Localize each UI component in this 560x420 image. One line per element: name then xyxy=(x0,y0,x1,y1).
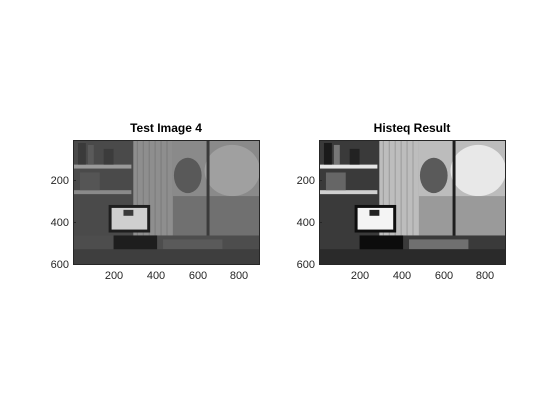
right-ytick: 200 xyxy=(296,175,315,187)
left-panel-title: Test Image 4 xyxy=(130,121,202,135)
left-xtick: 200 xyxy=(104,270,124,282)
left-ytick: 400 xyxy=(50,217,69,229)
right-xtick: 600 xyxy=(434,270,454,282)
left-image-axes[interactable] xyxy=(73,140,260,265)
left-xtick: 600 xyxy=(188,270,208,282)
left-ytick: 600 xyxy=(50,259,69,271)
left-xtick: 800 xyxy=(229,270,249,282)
right-ytick: 400 xyxy=(296,217,315,229)
right-xtick: 400 xyxy=(392,270,412,282)
left-image xyxy=(74,141,259,264)
right-ytick: 600 xyxy=(296,259,315,271)
right-panel-title: Histeq Result xyxy=(373,121,451,135)
right-xtick: 800 xyxy=(475,270,495,282)
left-ytick: 200 xyxy=(50,175,69,187)
left-xtick: 400 xyxy=(146,270,166,282)
right-xtick: 200 xyxy=(350,270,370,282)
right-image xyxy=(320,141,505,264)
right-image-axes[interactable] xyxy=(319,140,506,265)
